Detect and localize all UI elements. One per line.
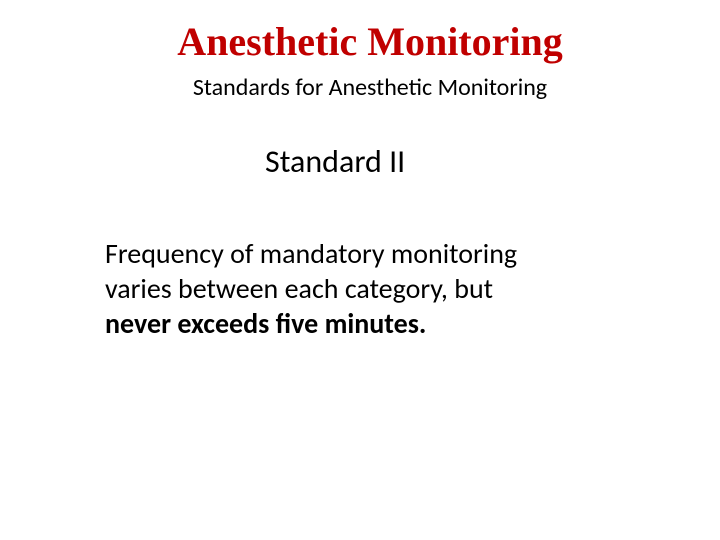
slide-container: Anesthetic Monitoring Standards for Anes… [0, 0, 720, 540]
body-line-1: Frequency of mandatory monitoring [105, 236, 517, 271]
body-line-3-emphasis: never exceeds five minutes. [105, 306, 426, 341]
body-line-2: varies between each category, but [105, 271, 493, 306]
section-heading: Standard II [265, 142, 720, 181]
slide-title: Anesthetic Monitoring [0, 18, 720, 65]
slide-subtitle: Standards for Anesthetic Monitoring [0, 73, 720, 102]
body-paragraph: Frequency of mandatory monitoring varies… [105, 236, 640, 341]
